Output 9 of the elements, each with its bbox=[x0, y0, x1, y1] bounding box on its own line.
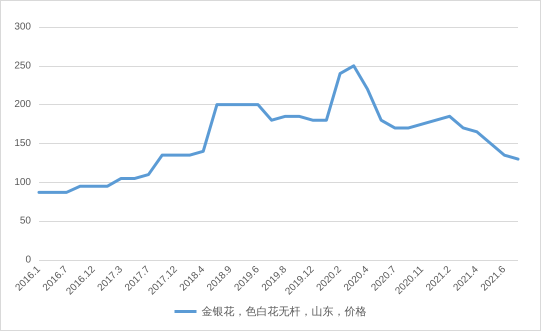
line-series bbox=[38, 64, 520, 194]
y-tick-label: 150 bbox=[14, 138, 32, 149]
y-tick-label: 250 bbox=[14, 60, 32, 72]
legend-label: 金银花，色白花无杆，山东，价格 bbox=[202, 305, 366, 318]
y-tick-label: 100 bbox=[14, 176, 32, 188]
y-tick-label: 200 bbox=[14, 99, 32, 110]
y-tick-label: 50 bbox=[20, 216, 32, 227]
y-tick-label: 0 bbox=[25, 254, 32, 266]
y-tick-label: 300 bbox=[14, 22, 32, 32]
